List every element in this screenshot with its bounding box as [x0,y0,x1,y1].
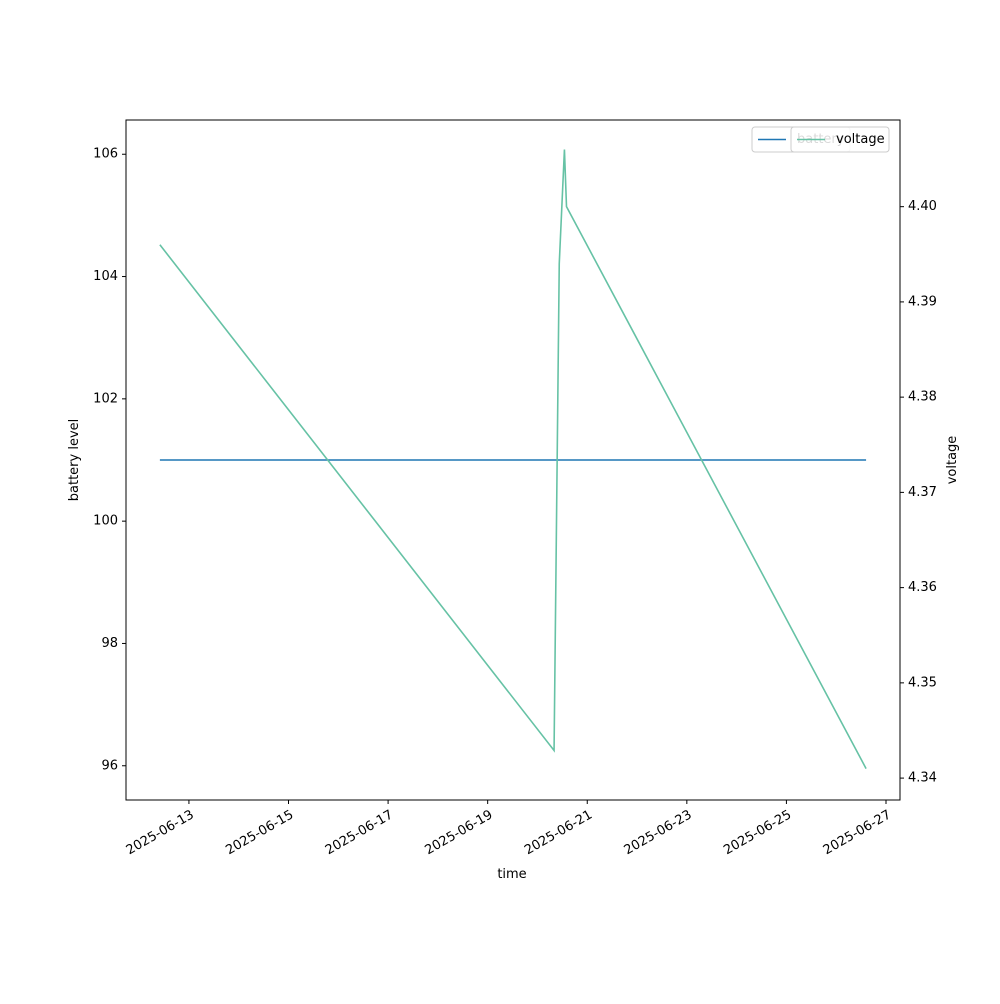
y-tick-label: 96 [101,758,118,773]
x-tick-label: 2025-06-19 [422,808,495,859]
y-tick-label: 98 [101,636,118,651]
x-tick-label: 2025-06-25 [721,808,794,859]
legend-box [790,126,890,153]
y2-axis-label: voltage [945,436,960,485]
line [159,149,867,769]
y2-tick-label: 4.36 [908,580,937,595]
x-tick-label: 2025-06-27 [821,808,894,859]
x-axis-label: time [497,867,526,882]
y-tick-label: 104 [93,269,118,284]
y2-tick-label: 4.40 [908,199,937,214]
y2-tick-label: 4.39 [908,294,937,309]
x-tick-label: 2025-06-21 [522,808,595,859]
x-tick-label: 2025-06-17 [323,808,396,859]
y2-tick-label: 4.37 [908,485,937,500]
x-tick-label: 2025-06-13 [124,808,197,859]
y-axis-label: battery level [67,419,82,502]
legend-label: voltage [836,132,885,147]
x-tick-label: 2025-06-23 [622,808,695,859]
y2-tick-label: 4.38 [908,390,937,405]
y-tick-label: 102 [93,391,118,406]
plot-frame [125,119,901,801]
y2-tick-label: 4.34 [908,771,937,786]
y-tick-label: 106 [93,147,118,162]
x-tick-label: 2025-06-15 [223,808,296,859]
y2-tick-label: 4.35 [908,675,937,690]
y-tick-label: 100 [93,514,118,529]
